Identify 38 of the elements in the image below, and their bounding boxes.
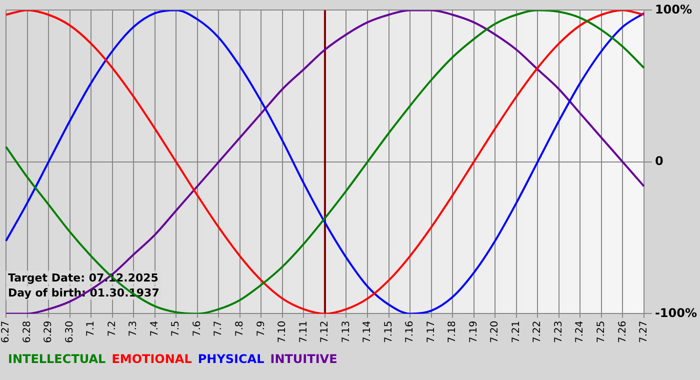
text: INTELLECTUAL [8, 352, 106, 366]
y-tick-label: 0 [654, 154, 664, 168]
x-tick-label: 7.11 [298, 320, 310, 343]
x-tick-label: 6.29 [43, 320, 54, 343]
y-tick-label: 100% [654, 2, 692, 16]
y-tick-label: -100% [654, 306, 698, 320]
x-tick-label: 7.20 [490, 320, 501, 343]
x-tick-label: 7.10 [277, 320, 288, 343]
x-tick-label: 7.1 [86, 320, 97, 337]
x-tick-label: 7.21 [510, 320, 522, 343]
x-tick-label: 7.26 [617, 320, 628, 343]
x-tick-label: 7.16 [404, 320, 416, 343]
x-tick-label: 7.17 [426, 320, 437, 343]
x-tick-label: 7.12 [320, 320, 331, 343]
x-tick-label: 6.28 [22, 320, 33, 343]
x-tick-label: 7.18 [447, 320, 458, 343]
x-tick-label: 6.27 [0, 320, 12, 343]
x-tick-label: 7.2 [106, 320, 118, 337]
x-tick-label: 7.27 [638, 320, 650, 343]
x-tick-label: 7.24 [574, 320, 586, 343]
x-tick-label: 7.6 [192, 320, 203, 337]
x-tick-label: 7.4 [149, 320, 160, 337]
x-tick-label: 6.30 [64, 320, 76, 343]
text: INTUITIVE [270, 352, 338, 366]
x-tick-label: 7.8 [234, 320, 246, 337]
x-tick-label: 7.7 [213, 320, 224, 337]
x-tick-label: 7.14 [362, 320, 374, 343]
x-tick-label: 7.25 [596, 320, 608, 343]
x-tick-label: 7.19 [468, 320, 480, 343]
text: EMOTIONAL [112, 352, 192, 366]
x-tick-label: 7.22 [532, 320, 544, 343]
x-tick-label: 7.15 [383, 320, 394, 343]
text: PHYSICAL [198, 352, 264, 366]
x-tick-label: 7.5 [170, 320, 182, 337]
x-tick-label: 7.3 [128, 320, 140, 337]
x-tick-label: 7.23 [553, 320, 564, 343]
x-tick-label: 7.9 [256, 320, 267, 337]
x-tick-label: 7.13 [340, 320, 352, 343]
